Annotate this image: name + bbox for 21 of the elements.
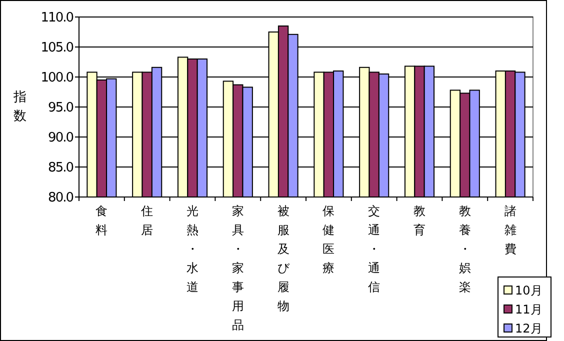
x-tick-label: 家具・家事用品: [232, 204, 244, 332]
y-axis-title: 指数: [12, 90, 26, 124]
y-tick-label: 100.0: [40, 70, 74, 86]
x-tick-label: 被服及び履物: [277, 204, 290, 313]
x-tick-label: 食料: [96, 204, 108, 237]
y-tick-label: 80.0: [48, 190, 74, 206]
legend-label: 11月: [515, 302, 542, 316]
x-tick-label: 教育: [414, 204, 426, 237]
y-tick-label: 110.0: [40, 10, 74, 26]
x-tick-label: 保健医療: [322, 204, 335, 275]
x-tick-label: 光熱・水道: [186, 204, 198, 294]
y-tick-label: 90.0: [48, 130, 74, 146]
y-tick-label: 85.0: [48, 160, 74, 176]
y-tick-label: 105.0: [40, 40, 74, 56]
legend-label: 10月: [515, 284, 542, 298]
legend-label: 12月: [515, 322, 542, 336]
x-tick-label: 住居: [140, 204, 154, 237]
x-tick-label: 交通・通信: [368, 204, 380, 294]
y-tick-label: 95.0: [48, 100, 74, 116]
x-tick-label: 教養・娯楽: [458, 204, 471, 294]
x-tick-label: 諸雑費: [504, 204, 516, 256]
